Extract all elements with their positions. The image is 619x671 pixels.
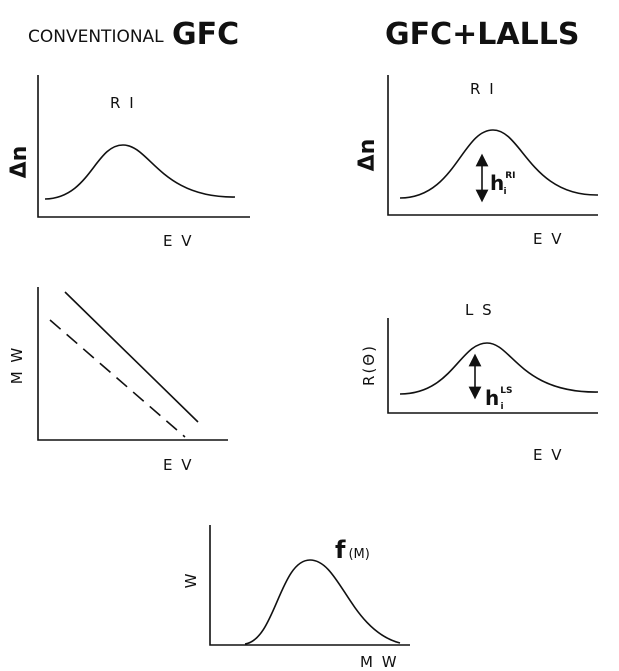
label-part: (M): [348, 547, 369, 562]
label-part: LS: [500, 386, 512, 396]
x-label: E V: [163, 456, 194, 474]
axes: [37, 75, 250, 218]
axes: [209, 525, 410, 646]
panel: f (M) W M W: [182, 525, 410, 671]
panel: hRI i R I Δn E V: [355, 75, 599, 248]
y-label: M W: [8, 346, 26, 385]
label-part: RI: [505, 171, 515, 181]
line: [64, 291, 199, 423]
panel: hLS i L S R(Θ) E V: [360, 301, 599, 464]
curve: [44, 144, 236, 200]
header-big: GFC: [172, 17, 239, 52]
height-label: hLS i: [485, 386, 512, 412]
curve: [399, 129, 599, 199]
title: L S: [465, 301, 494, 319]
title: R I: [470, 80, 496, 98]
x-label: M W: [360, 653, 399, 671]
axes: [37, 287, 228, 441]
title: f (M): [335, 536, 370, 564]
title: R I: [110, 94, 136, 112]
header-right: GFC+LALLS: [385, 17, 579, 52]
axes: [387, 318, 598, 414]
dashed-line: [49, 319, 186, 438]
label-part: i: [500, 402, 503, 412]
label-part: h: [485, 386, 499, 410]
label-part: i: [504, 187, 507, 197]
axes: [387, 75, 598, 216]
panel: M W E V: [8, 287, 228, 474]
label-part: h: [490, 171, 504, 195]
label-part: f: [335, 536, 346, 564]
y-label: W: [182, 572, 200, 589]
header-small: CONVENTIONAL: [28, 27, 164, 47]
curve: [244, 559, 401, 645]
x-label: E V: [533, 446, 564, 464]
panel: R I Δn E V: [7, 75, 250, 250]
x-label: E V: [163, 232, 194, 250]
y-label: Δn: [7, 146, 32, 179]
y-label: R(Θ): [360, 344, 378, 386]
height-label: hRI i: [490, 171, 516, 197]
curve: [399, 342, 599, 395]
y-label: Δn: [355, 139, 380, 172]
x-label: E V: [533, 230, 564, 248]
